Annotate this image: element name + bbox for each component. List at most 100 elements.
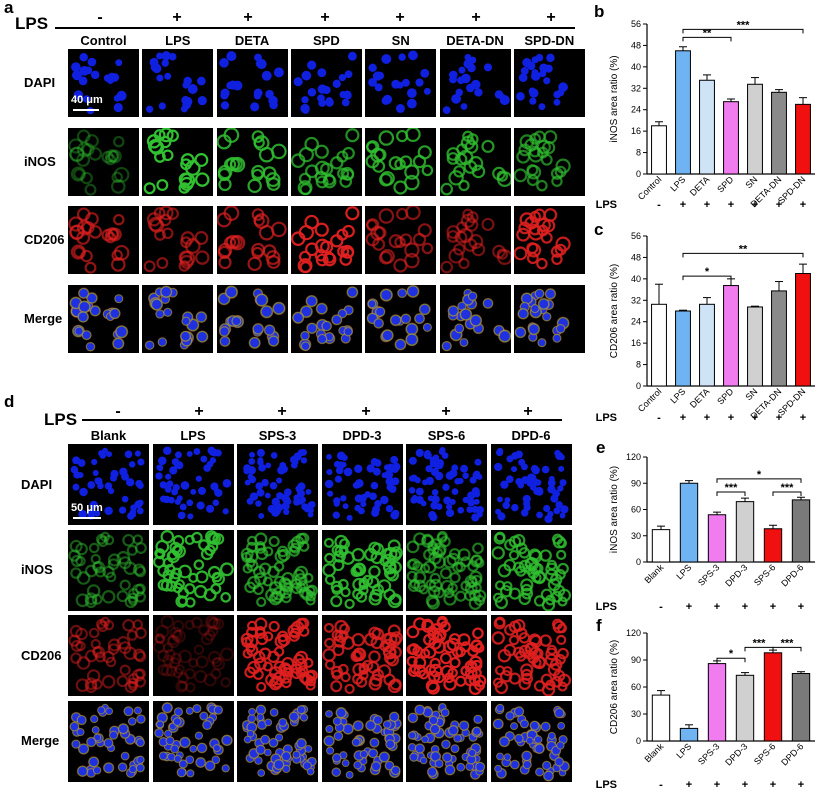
chart-b: 0 8 16 24 32 40 48 56 iNOS area ratio (%) Control… — [592, 10, 827, 215]
micrograph-tile — [68, 529, 149, 611]
micrograph-tile — [490, 529, 572, 611]
micrograph-tile — [321, 615, 403, 696]
x-tick-label: DPD-6 — [779, 562, 805, 588]
y-tick-label: 0 — [636, 169, 641, 179]
bar-dpd-6 — [791, 499, 811, 563]
bar-deta — [699, 303, 715, 387]
x-tick-label: LPS — [674, 741, 693, 760]
d-lps-sign: - — [115, 403, 121, 420]
panel-label-b: b — [594, 2, 605, 21]
lps-sign: + — [704, 412, 710, 424]
x-tick-label: SN — [743, 174, 759, 190]
x-tick-label: SPD — [715, 386, 736, 407]
y-tick-label: 120 — [626, 628, 641, 638]
x-tick-label: SPS-6 — [752, 741, 777, 766]
micrograph-tile — [216, 206, 288, 274]
x-tick-label: LPS — [668, 386, 687, 405]
micrograph-tile — [513, 49, 585, 117]
y-tick-label: 0 — [636, 557, 641, 567]
y-axis-label: CD206 area ratio (%) — [609, 264, 620, 358]
bar-lps — [679, 482, 699, 563]
x-tick-label: DETA — [688, 386, 712, 410]
x-tick-label: DETA — [688, 174, 712, 198]
y-tick-label: 32 — [631, 295, 641, 305]
lps-label: LPS — [596, 412, 617, 424]
significance-label: * — [757, 469, 762, 481]
d-lps-sign: + — [361, 403, 371, 420]
lps-label: LPS — [596, 601, 617, 613]
micrograph-tile — [406, 529, 487, 611]
a-lps-sign: + — [471, 9, 481, 26]
lps-sign: + — [680, 412, 686, 424]
y-tick-label: 16 — [631, 126, 641, 136]
micrograph-tile — [490, 444, 572, 525]
a-lps-sign: + — [395, 9, 405, 26]
column-header: DPD-3 — [342, 428, 382, 443]
y-tick-label: 90 — [631, 655, 641, 665]
lps-sign: + — [704, 199, 710, 211]
bar-sn — [747, 306, 763, 387]
bar-blank — [651, 529, 671, 563]
y-tick-label: 120 — [626, 452, 641, 462]
y-tick-label: 40 — [631, 62, 641, 72]
micrograph-tile — [321, 700, 403, 782]
y-tick-label: 48 — [631, 252, 641, 262]
panel-label-c: c — [594, 220, 604, 239]
significance-bracket — [716, 491, 746, 496]
significance-label: ** — [703, 27, 712, 39]
y-tick-label: 60 — [631, 505, 641, 515]
bar-blank — [651, 694, 671, 742]
lps-sign: + — [776, 412, 782, 424]
x-tick-label: LPS — [674, 562, 693, 581]
bar-sps-3 — [707, 663, 727, 742]
y-axis-label: iNOS area ratio (%) — [609, 55, 620, 142]
bar-deta-dn — [771, 91, 787, 175]
y-tick-label: 56 — [631, 231, 641, 241]
lps-sign: + — [770, 779, 776, 791]
d-lps-sign: + — [194, 403, 204, 420]
y-tick-label: 32 — [631, 83, 641, 93]
chart-f-svg: 0 30 60 90 120 CD206 area ratio (%) Blank - LPS +… — [596, 628, 815, 791]
row-label: iNOS — [24, 153, 56, 169]
micrograph-tile — [216, 127, 288, 196]
micrograph-tile — [152, 444, 234, 525]
bar-lps — [679, 727, 699, 742]
micrograph-tile — [290, 49, 362, 117]
micrograph-tile: 50 μm — [68, 444, 149, 525]
bar-sn — [747, 83, 763, 175]
y-axis-label: CD206 area ratio (%) — [609, 640, 620, 734]
row-label: CD206 — [21, 647, 62, 663]
micrograph-tile — [321, 444, 403, 525]
micrograph-tile — [439, 49, 511, 117]
lps-sign: - — [657, 412, 661, 424]
lps-sign: + — [800, 199, 806, 211]
y-tick-label: 30 — [631, 709, 641, 719]
significance-bracket — [716, 657, 746, 663]
significance-label: *** — [753, 637, 767, 649]
row-label: CD206 — [24, 232, 65, 247]
lps-label: LPS — [596, 199, 617, 211]
y-tick-label: 90 — [631, 478, 641, 488]
micrograph-tile — [152, 615, 234, 696]
column-header: DPD-6 — [511, 428, 551, 443]
lps-sign: + — [686, 779, 692, 791]
micrograph-tile — [439, 127, 511, 196]
significance-bracket — [716, 478, 802, 483]
y-tick-label: 24 — [631, 105, 641, 115]
micrograph-tile — [490, 615, 572, 696]
chart-c: 0 8 16 24 32 40 48 56 CD206 area ratio (%) Contro… — [592, 226, 827, 426]
x-tick-label: SPS-3 — [696, 562, 721, 587]
micrograph-tile — [68, 127, 139, 196]
lps-sign: + — [752, 412, 758, 424]
x-tick-label: Blank — [642, 562, 665, 585]
column-header: SPD — [313, 33, 340, 48]
panel-d-lps-line — [82, 419, 562, 421]
row-label: iNOS — [21, 562, 53, 577]
micrograph-tile — [439, 206, 511, 274]
lps-sign: + — [714, 601, 720, 613]
column-header: LPS — [180, 428, 206, 443]
panel-d-lps-label: LPS — [44, 410, 78, 429]
lps-sign: + — [728, 412, 734, 424]
